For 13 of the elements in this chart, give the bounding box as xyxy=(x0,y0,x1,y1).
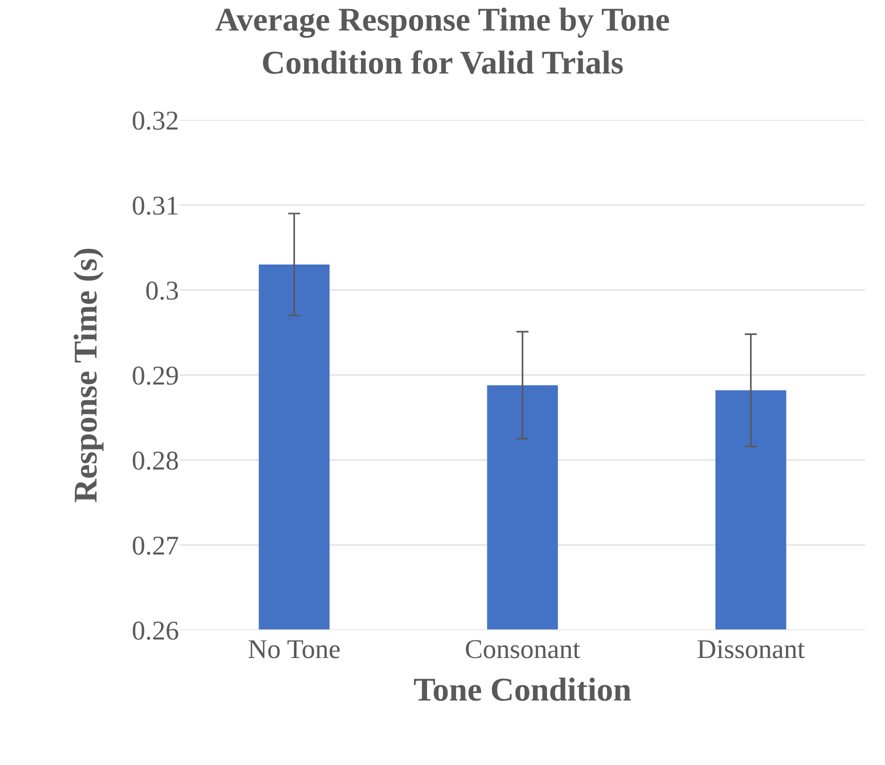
y-tick-label: 0.29 xyxy=(132,360,179,390)
y-tick-label: 0.26 xyxy=(132,615,179,646)
x-axis-title: Tone Condition xyxy=(414,672,632,709)
chart-title: Average Response Time by Tone Condition for Valid Trials xyxy=(215,2,670,82)
x-tick-label: No Tone xyxy=(248,634,341,664)
y-axis-title: Response Time (s) xyxy=(68,247,105,503)
x-tick-label: Dissonant xyxy=(696,634,806,664)
y-tick-label: 0.32 xyxy=(132,105,179,136)
y-tick-label: 0.3 xyxy=(145,275,179,306)
x-tick-label: Consonant xyxy=(464,634,581,664)
y-tick-label: 0.31 xyxy=(132,190,179,220)
y-tick-label: 0.28 xyxy=(132,445,179,476)
y-tick-label: 0.27 xyxy=(132,530,179,560)
